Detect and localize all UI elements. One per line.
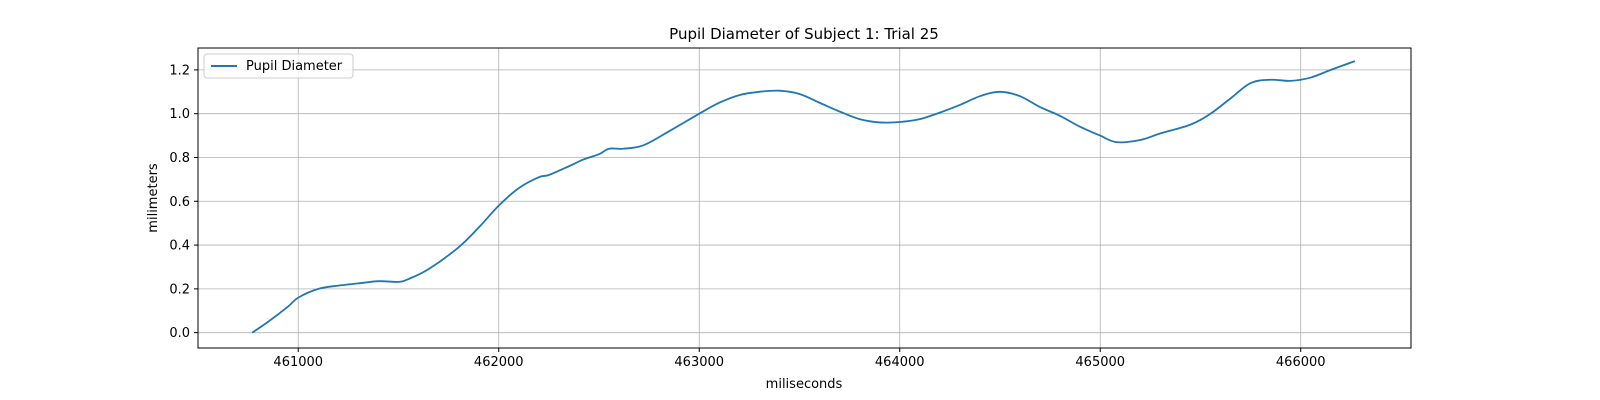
x-axis-label: miliseconds [766, 377, 843, 392]
y-tick-label: 0.0 [169, 326, 190, 341]
x-tick-label: 464000 [875, 355, 925, 370]
y-tick-label: 0.8 [169, 151, 190, 166]
ticks: 461000 462000 463000 464000 465000 466000 0.0 0… [169, 63, 1325, 370]
x-tick-label: 463000 [674, 355, 724, 370]
series-layer [251, 60, 1356, 334]
x-tick-label: 466000 [1276, 355, 1326, 370]
x-tick-label: 465000 [1075, 355, 1125, 370]
y-tick-label: 0.2 [169, 282, 190, 297]
legend-box [203, 53, 354, 79]
x-tick-label: 462000 [474, 355, 524, 370]
y-tick-label: 1.0 [169, 107, 190, 122]
series-line-pupil-diameter [251, 60, 1356, 334]
grid [198, 48, 1411, 348]
y-tick-label: 0.4 [169, 239, 190, 254]
plot-area-frame [197, 47, 1412, 349]
y-tick-label: 0.6 [169, 195, 190, 210]
y-tick-label: 1.2 [169, 63, 190, 78]
x-tick-label: 461000 [273, 355, 323, 370]
legend-label-pupil-diameter: Pupil Diameter [246, 59, 343, 74]
chart-title: Pupil Diameter of Subject 1: Trial 25 [669, 25, 939, 43]
legend: Pupil Diameter [203, 53, 354, 79]
y-axis-label: milimeters [146, 163, 161, 233]
